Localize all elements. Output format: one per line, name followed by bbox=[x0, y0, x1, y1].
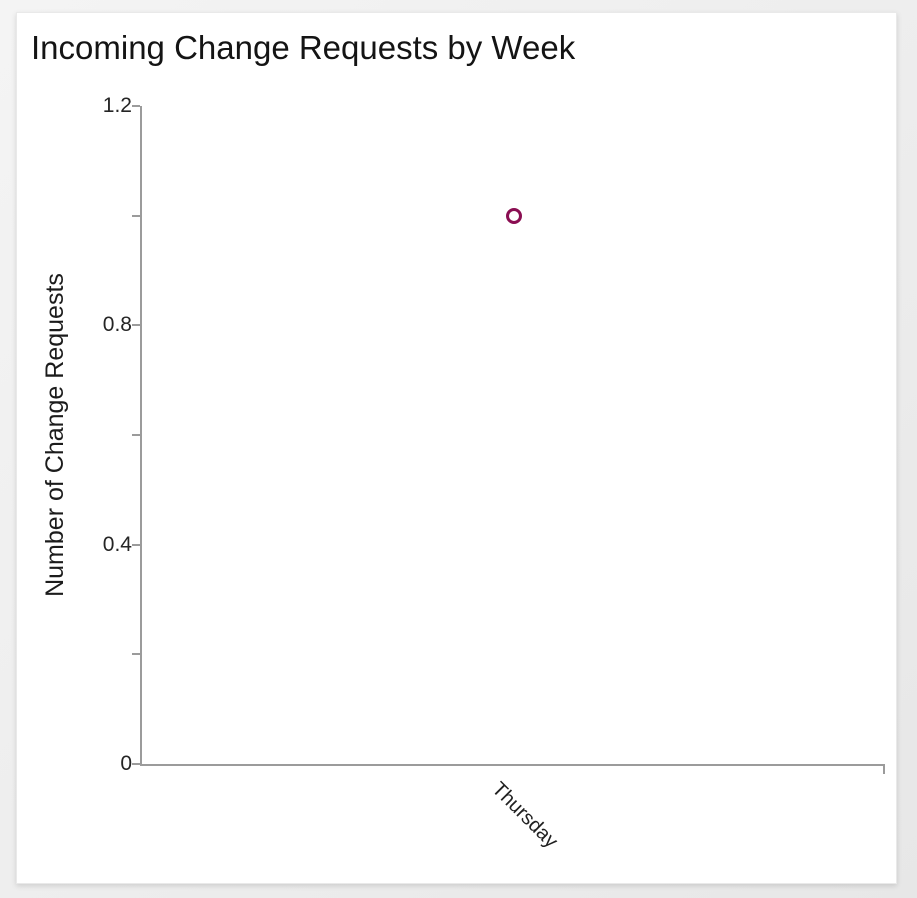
y-axis-line bbox=[140, 106, 142, 766]
y-axis-tick-label: 0 bbox=[120, 752, 132, 775]
x-axis-line bbox=[140, 764, 885, 766]
y-axis-tick bbox=[132, 105, 140, 107]
x-axis-end-tick bbox=[883, 764, 885, 774]
y-axis-tick bbox=[132, 324, 140, 327]
y-axis-tick bbox=[132, 543, 140, 546]
y-axis-tick bbox=[132, 434, 140, 436]
y-axis-tick bbox=[132, 763, 140, 765]
y-axis-tick bbox=[132, 653, 140, 656]
x-axis-category-label: Thursday bbox=[486, 778, 562, 853]
plot-area: 0 0.4 0.8 1.2 Thursday bbox=[103, 95, 885, 853]
y-axis-tick bbox=[132, 214, 140, 217]
y-axis-tick-label: 1.2 bbox=[102, 94, 132, 117]
data-point-marker[interactable] bbox=[505, 207, 522, 224]
y-axis-tick-label: 0.4 bbox=[102, 532, 132, 556]
chart-title: Incoming Change Requests by Week bbox=[31, 29, 576, 66]
y-axis-tick-label: 0.8 bbox=[102, 313, 132, 337]
chart-card: Incoming Change Requests by Week Number … bbox=[16, 12, 897, 884]
y-axis-title-text: Number of Change Requests bbox=[41, 273, 69, 597]
